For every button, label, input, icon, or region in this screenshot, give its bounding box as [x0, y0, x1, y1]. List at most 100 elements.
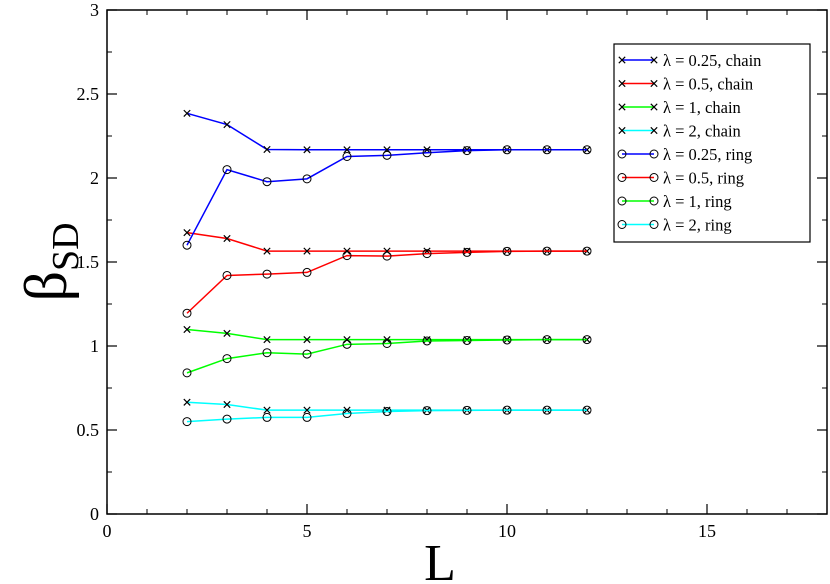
legend-marker [617, 149, 627, 159]
data-point [382, 338, 392, 348]
legend-marker [617, 220, 627, 229]
data-point [542, 405, 552, 415]
data-point [223, 234, 231, 243]
data-point [582, 246, 592, 256]
series-7 [182, 335, 592, 378]
y-axis-title-subscript: SD [45, 222, 87, 271]
y-tick-label: 3 [90, 0, 99, 20]
legend-marker [649, 220, 659, 229]
legend-label: λ = 0.5, ring [663, 169, 744, 188]
y-tick-label: 1 [90, 336, 99, 356]
series-line [186, 112, 587, 151]
data-point [182, 368, 192, 378]
data-point [462, 405, 472, 415]
data-point [303, 146, 311, 154]
y-tick-label: 2.5 [77, 84, 100, 104]
legend-marker [618, 56, 626, 64]
legend-item: λ = 2, ring [617, 216, 732, 235]
legend-item: λ = 1, ring [617, 192, 732, 211]
x-tick-label: 5 [303, 521, 312, 541]
legend: λ = 0.25, chain λ = 0.5, chain λ = 1, chai… [613, 43, 811, 243]
legend-label: λ = 0.25, ring [663, 145, 752, 164]
legend-marker [650, 79, 658, 88]
data-point [342, 151, 352, 161]
data-point [222, 165, 232, 175]
legend-label: λ = 0.5, chain [663, 75, 753, 94]
data-point [462, 146, 472, 156]
data-point [342, 251, 352, 261]
series-line [186, 250, 587, 314]
data-point [302, 174, 312, 184]
data-point [263, 335, 271, 344]
data-point [223, 400, 231, 409]
data-point [382, 150, 392, 160]
data-point [222, 270, 232, 280]
series-6 [182, 246, 592, 318]
data-point [183, 398, 191, 406]
series-line [186, 231, 587, 252]
data-point [463, 146, 471, 154]
data-point [582, 335, 592, 345]
data-point [262, 177, 272, 187]
legend-item: λ = 0.5, ring [617, 169, 744, 188]
axis-ticks: 0 5 10 15 0 0.5 1 1.5 2 2.5 3 [77, 0, 827, 541]
data-point [542, 145, 552, 155]
data-point [182, 417, 192, 427]
data-point [223, 329, 231, 338]
data-point [263, 247, 271, 255]
data-point [223, 120, 231, 129]
legend-marker [618, 103, 626, 111]
series-line [186, 401, 587, 411]
legend-label: λ = 2, ring [663, 216, 732, 235]
data-point [263, 406, 271, 414]
data-point [422, 406, 432, 416]
legend-marker [618, 126, 626, 135]
legend-marker [650, 56, 658, 64]
legend-marker [650, 126, 658, 135]
data-point [303, 247, 311, 255]
data-point [262, 412, 272, 422]
series-line [186, 149, 587, 246]
data-point [422, 148, 432, 158]
data-point [462, 247, 472, 257]
legend-item: λ = 0.25, chain [618, 51, 761, 70]
y-tick-label: 1.5 [77, 252, 100, 272]
legend-marker [618, 79, 626, 88]
data-point [542, 335, 552, 345]
data-point [302, 412, 312, 422]
data-point [262, 348, 272, 358]
data-point [303, 406, 311, 414]
series-layer [182, 109, 592, 427]
data-point [343, 247, 351, 255]
legend-marker [617, 196, 627, 206]
data-point [182, 240, 192, 250]
data-point [303, 335, 311, 344]
legend-label: λ = 0.25, chain [663, 51, 761, 70]
series-5 [182, 145, 592, 250]
legend-item: λ = 0.5, chain [618, 75, 753, 94]
data-point [262, 269, 272, 279]
data-point [343, 335, 351, 344]
data-point [222, 414, 232, 424]
legend-marker [649, 149, 659, 159]
data-point [382, 251, 392, 261]
legend-marker [649, 196, 659, 206]
data-point [343, 146, 351, 154]
data-point [502, 246, 512, 256]
series-1 [183, 109, 591, 154]
data-point [582, 145, 592, 155]
series-line [186, 328, 587, 341]
legend-marker [617, 173, 627, 182]
series-line [186, 409, 587, 423]
y-tick-label: 0.5 [77, 420, 100, 440]
data-point [182, 308, 192, 318]
series-8 [182, 405, 592, 427]
legend-item: λ = 0.25, ring [617, 145, 752, 164]
data-point [342, 409, 352, 419]
data-point [423, 146, 431, 154]
data-point [462, 335, 472, 345]
data-point [542, 246, 552, 256]
data-point [463, 335, 471, 344]
data-point [183, 325, 191, 334]
